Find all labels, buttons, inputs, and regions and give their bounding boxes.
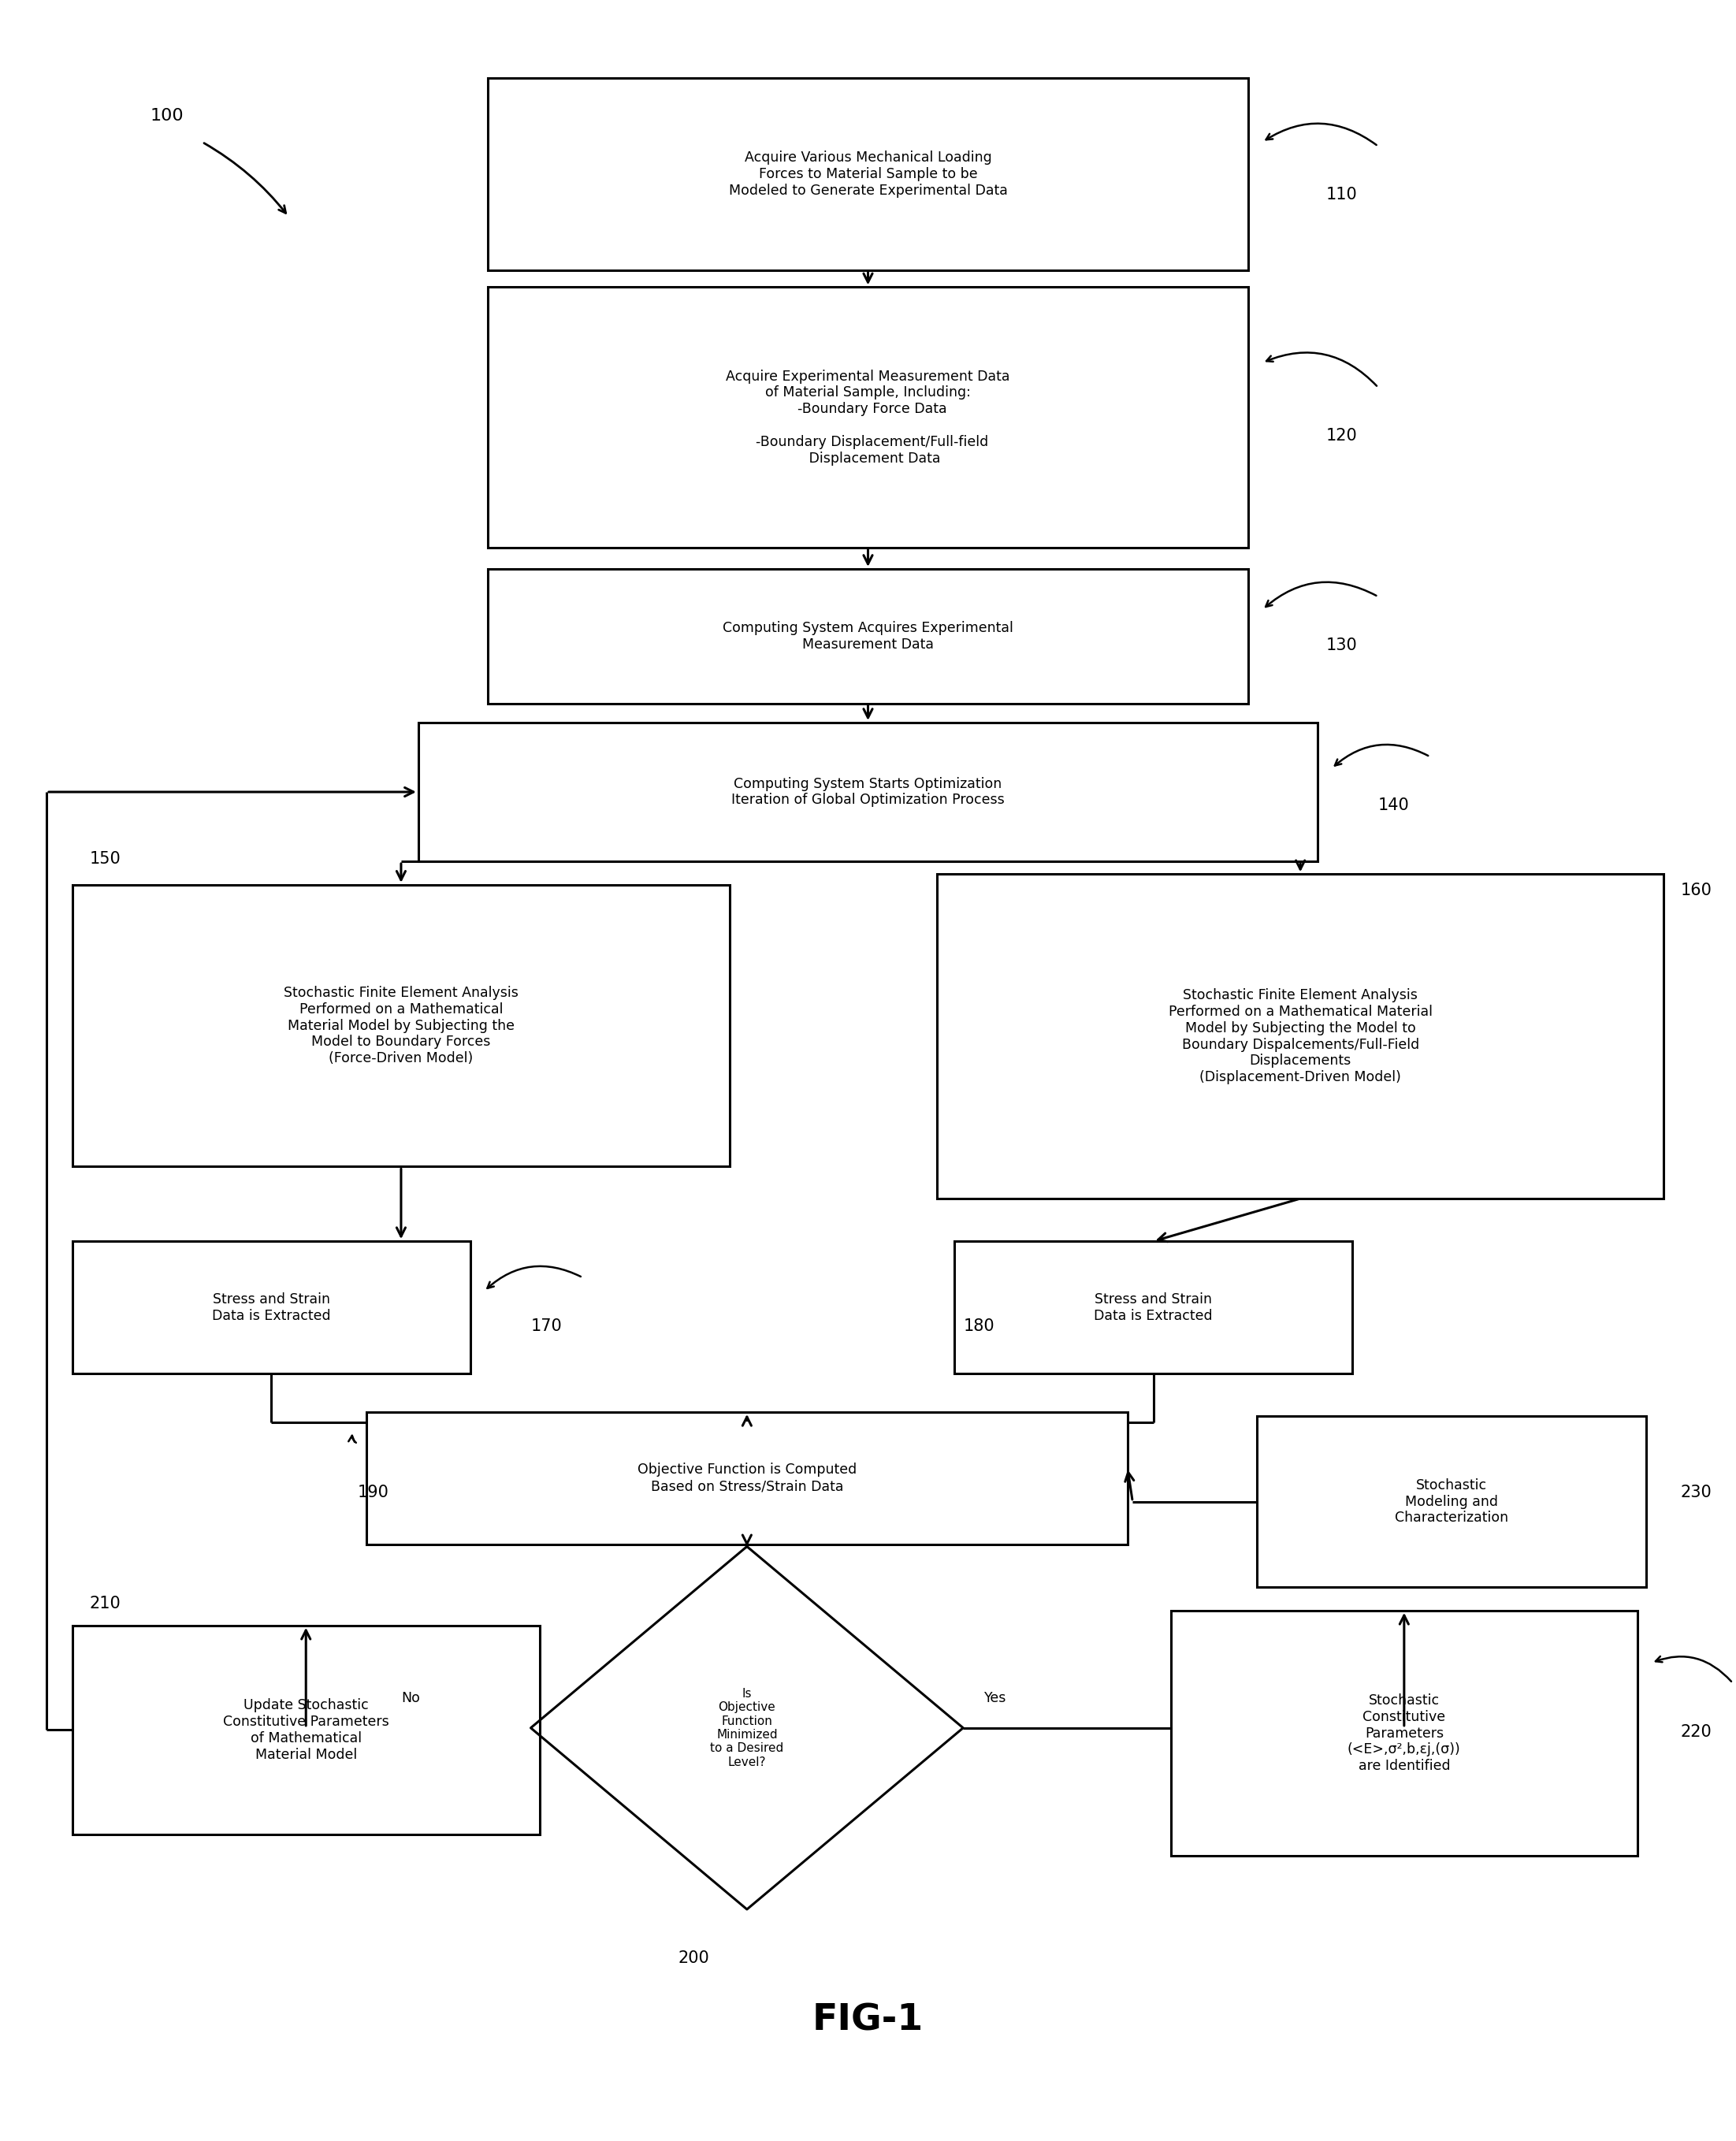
- Text: Yes: Yes: [984, 1691, 1007, 1706]
- Text: 150: 150: [90, 850, 122, 867]
- FancyBboxPatch shape: [955, 1242, 1352, 1375]
- FancyBboxPatch shape: [73, 1625, 540, 1835]
- Polygon shape: [531, 1546, 963, 1910]
- Text: 110: 110: [1326, 186, 1358, 203]
- Text: 100: 100: [151, 107, 184, 124]
- Text: Acquire Experimental Measurement Data
of Material Sample, Including:
  -Boundary: Acquire Experimental Measurement Data of…: [726, 368, 1010, 465]
- Text: Computing System Acquires Experimental
Measurement Data: Computing System Acquires Experimental M…: [722, 621, 1014, 651]
- FancyBboxPatch shape: [488, 570, 1248, 704]
- Text: 230: 230: [1680, 1484, 1712, 1501]
- FancyBboxPatch shape: [73, 884, 729, 1167]
- Text: Stochastic
Modeling and
Characterization: Stochastic Modeling and Characterization: [1396, 1477, 1509, 1524]
- Text: 140: 140: [1378, 796, 1410, 814]
- Text: 200: 200: [677, 1950, 708, 1965]
- FancyBboxPatch shape: [1257, 1417, 1646, 1586]
- Text: Stochastic Finite Element Analysis
Performed on a Mathematical Material
Model by: Stochastic Finite Element Analysis Perfo…: [1168, 989, 1432, 1085]
- Text: Computing System Starts Optimization
Iteration of Global Optimization Process: Computing System Starts Optimization Ite…: [731, 777, 1005, 807]
- Text: 130: 130: [1326, 638, 1358, 653]
- Text: Update Stochastic
Constitutive Parameters
of Mathematical
Material Model: Update Stochastic Constitutive Parameter…: [222, 1698, 389, 1762]
- FancyBboxPatch shape: [488, 77, 1248, 270]
- Text: Stochastic Finite Element Analysis
Performed on a Mathematical
Material Model by: Stochastic Finite Element Analysis Perfo…: [283, 985, 519, 1066]
- FancyBboxPatch shape: [73, 1242, 470, 1375]
- Text: Stress and Strain
Data is Extracted: Stress and Strain Data is Extracted: [1094, 1293, 1213, 1323]
- Text: 190: 190: [358, 1484, 389, 1501]
- FancyBboxPatch shape: [1170, 1610, 1637, 1856]
- Text: Is
Objective
Function
Minimized
to a Desired
Level?: Is Objective Function Minimized to a Des…: [710, 1687, 783, 1768]
- Text: 170: 170: [531, 1319, 562, 1334]
- Text: Acquire Various Mechanical Loading
Forces to Material Sample to be
Modeled to Ge: Acquire Various Mechanical Loading Force…: [729, 150, 1007, 197]
- Text: 120: 120: [1326, 428, 1358, 443]
- Text: No: No: [401, 1691, 420, 1706]
- Text: 220: 220: [1680, 1724, 1712, 1741]
- Text: 180: 180: [963, 1319, 995, 1334]
- Text: 160: 160: [1680, 882, 1712, 899]
- FancyBboxPatch shape: [937, 874, 1663, 1199]
- FancyBboxPatch shape: [366, 1413, 1127, 1544]
- Text: Stochastic
Constitutive
Parameters
(<E>,σ²,b,εj,(σ))
are Identified: Stochastic Constitutive Parameters (<E>,…: [1347, 1694, 1460, 1773]
- Text: Stress and Strain
Data is Extracted: Stress and Strain Data is Extracted: [212, 1293, 330, 1323]
- Text: 210: 210: [90, 1595, 122, 1612]
- Text: Objective Function is Computed
Based on Stress/Strain Data: Objective Function is Computed Based on …: [637, 1462, 856, 1494]
- Text: FIG-1: FIG-1: [812, 2002, 924, 2038]
- FancyBboxPatch shape: [418, 722, 1318, 861]
- FancyBboxPatch shape: [488, 287, 1248, 548]
